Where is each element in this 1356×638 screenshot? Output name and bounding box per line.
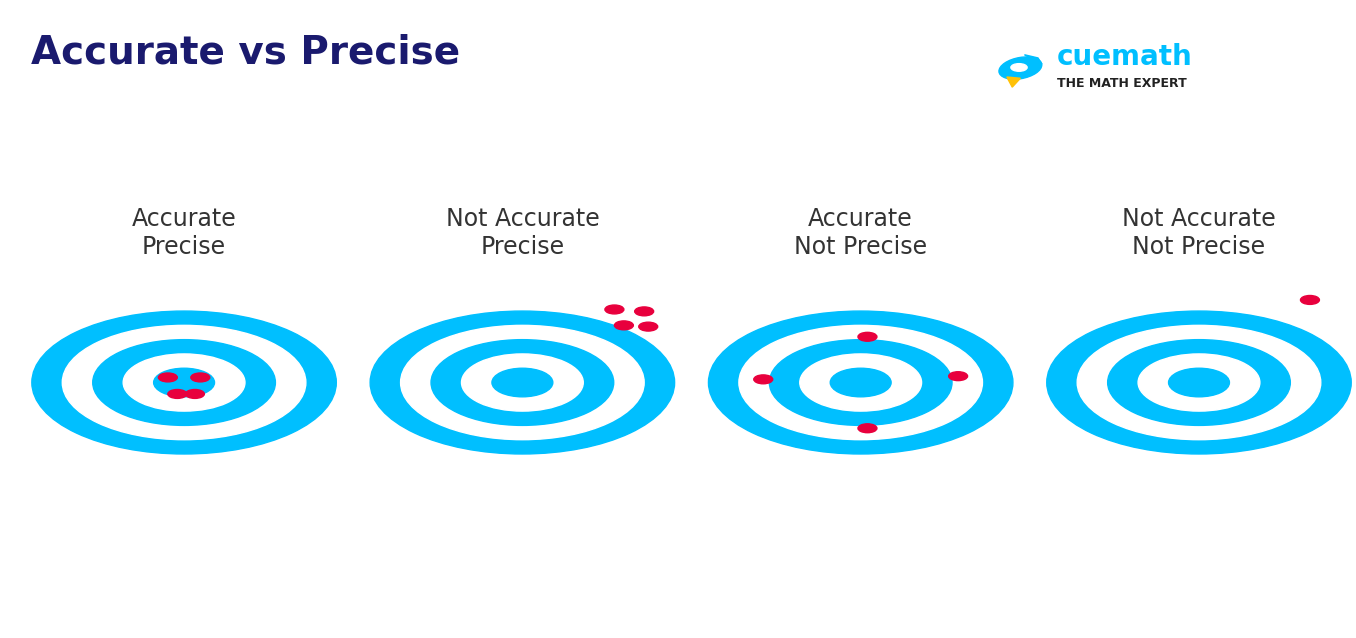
Circle shape bbox=[769, 339, 952, 426]
Text: Accurate
Not Precise: Accurate Not Precise bbox=[795, 207, 928, 258]
Circle shape bbox=[31, 311, 336, 454]
Circle shape bbox=[1138, 354, 1260, 411]
Circle shape bbox=[1047, 311, 1351, 454]
Circle shape bbox=[635, 307, 654, 316]
Text: Accurate vs Precise: Accurate vs Precise bbox=[31, 33, 460, 71]
Circle shape bbox=[708, 311, 1013, 454]
Circle shape bbox=[1, 297, 366, 468]
Circle shape bbox=[605, 305, 624, 314]
Circle shape bbox=[1108, 339, 1291, 426]
Circle shape bbox=[186, 390, 205, 398]
Circle shape bbox=[370, 311, 675, 454]
Circle shape bbox=[159, 373, 178, 382]
Circle shape bbox=[858, 332, 877, 341]
Circle shape bbox=[614, 321, 633, 330]
Text: Not Accurate
Precise: Not Accurate Precise bbox=[446, 207, 599, 258]
Circle shape bbox=[858, 424, 877, 433]
Circle shape bbox=[800, 354, 922, 411]
Circle shape bbox=[678, 297, 1043, 468]
Circle shape bbox=[1077, 325, 1321, 440]
Circle shape bbox=[191, 373, 210, 382]
Text: Accurate
Precise: Accurate Precise bbox=[132, 207, 236, 258]
Circle shape bbox=[1010, 64, 1026, 71]
Circle shape bbox=[400, 325, 644, 440]
Circle shape bbox=[153, 368, 214, 397]
Circle shape bbox=[1016, 297, 1356, 468]
Circle shape bbox=[492, 368, 553, 397]
Circle shape bbox=[168, 390, 187, 398]
Circle shape bbox=[123, 354, 245, 411]
Ellipse shape bbox=[999, 57, 1041, 79]
Circle shape bbox=[340, 297, 705, 468]
Circle shape bbox=[1169, 368, 1230, 397]
Polygon shape bbox=[1024, 55, 1041, 64]
Circle shape bbox=[949, 372, 968, 381]
Circle shape bbox=[830, 368, 891, 397]
Circle shape bbox=[431, 339, 614, 426]
Circle shape bbox=[739, 325, 983, 440]
Circle shape bbox=[461, 354, 583, 411]
Circle shape bbox=[1300, 295, 1319, 304]
Text: THE MATH EXPERT: THE MATH EXPERT bbox=[1056, 77, 1186, 91]
Polygon shape bbox=[1008, 77, 1020, 87]
Circle shape bbox=[754, 375, 773, 384]
Text: Not Accurate
Not Precise: Not Accurate Not Precise bbox=[1123, 207, 1276, 258]
Circle shape bbox=[92, 339, 275, 426]
Text: cuemath: cuemath bbox=[1056, 43, 1193, 71]
Circle shape bbox=[639, 322, 658, 331]
Circle shape bbox=[62, 325, 306, 440]
